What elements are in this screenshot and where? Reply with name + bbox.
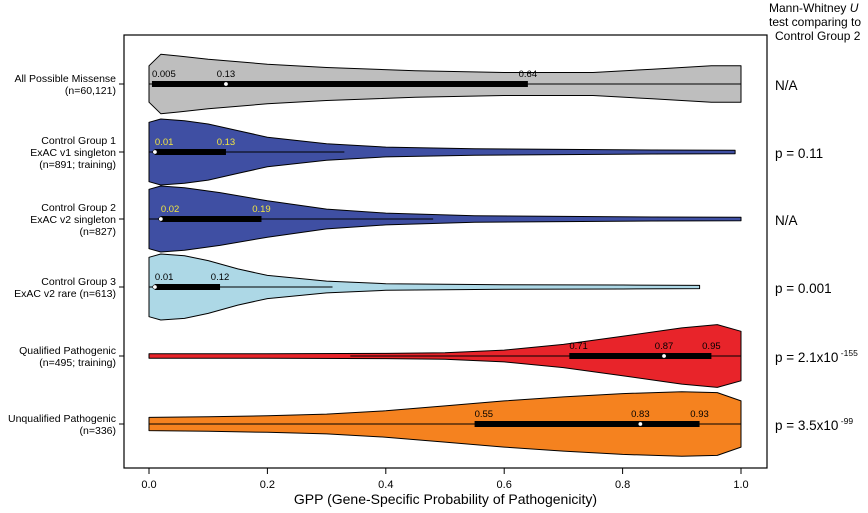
group-label: ExAC v2 rare (n=613): [14, 288, 116, 300]
group-label: (n=60,121): [65, 85, 116, 97]
median-dot: [152, 149, 158, 155]
test-note-line2: test comparing to: [769, 15, 861, 29]
median-dot: [223, 81, 229, 87]
iqr-bar: [154, 284, 221, 290]
q3-label: 0.19: [252, 204, 271, 215]
x-tick-label: 0.4: [378, 479, 393, 491]
median-dot: [158, 216, 164, 222]
iqr-bar: [151, 81, 528, 87]
group-label: (n=891; training): [39, 159, 116, 171]
p-value: p = 0.11: [775, 146, 823, 161]
x-tick-label: 0.8: [615, 479, 630, 491]
median-label: 0.87: [655, 341, 674, 352]
median-dot: [152, 284, 158, 290]
iqr-bar: [160, 216, 262, 222]
group-label: (n=336): [80, 425, 116, 437]
q1-label: 0.005: [152, 69, 176, 80]
iqr-bar: [569, 353, 712, 359]
group-label: ExAC v2 singleton: [30, 214, 116, 226]
q3-label: 0.12: [211, 272, 230, 283]
group-label: Control Group 3: [41, 276, 116, 288]
x-tick-label: 0.6: [497, 479, 512, 491]
q3-label: 0.13: [217, 137, 236, 148]
median-label: 0.83: [631, 409, 650, 420]
q3-label: 0.93: [690, 409, 709, 420]
p-value: N/A: [775, 78, 798, 93]
x-tick-label: 0.2: [260, 479, 275, 491]
p-value: N/A: [775, 213, 798, 228]
plot-frame: [123, 34, 768, 469]
violin-shape: [148, 253, 701, 321]
violin-group: 0.005 0.13 0.64 All Possible Missense(n=60,…: [14, 53, 798, 115]
median-dot: [661, 353, 667, 359]
violin-shape: [148, 118, 736, 186]
x-tick-label: 0.0: [141, 479, 156, 491]
group-label: (n=827): [80, 226, 116, 238]
test-note-line1: Mann-Whitney U: [769, 1, 859, 15]
violin-group: 0.55 0.83 0.93 Unqualified Pathogenic(n=336…: [8, 391, 853, 457]
test-note-line3: Control Group 2: [775, 29, 861, 43]
p-value: p = 0.001: [775, 281, 832, 296]
p-value: p = 2.1x10 -155: [775, 348, 858, 365]
median-label: 0.02: [161, 204, 180, 215]
median-dot: [637, 421, 643, 427]
violin-shape: [148, 185, 742, 253]
group-label: Unqualified Pathogenic: [8, 413, 116, 425]
group-label: Control Group 2: [41, 202, 116, 214]
iqr-bar: [474, 421, 700, 427]
q3-label: 0.95: [702, 341, 721, 352]
p-value: p = 3.5x10 -99: [775, 416, 853, 433]
group-label: ExAC v1 singleton: [30, 147, 116, 159]
q1-label: 0.55: [475, 409, 494, 420]
median-label: 0.01: [155, 272, 174, 283]
x-tick-label: 1.0: [733, 479, 748, 491]
violin-group: 0.71 0.87 0.95 Qualified Pathogenic(n=495; …: [19, 324, 858, 388]
median-label: 0.01: [155, 137, 174, 148]
x-axis-title: GPP (Gene-Specific Probability of Pathog…: [294, 491, 597, 507]
median-label: 0.13: [217, 69, 236, 80]
q3-label: 0.64: [519, 69, 538, 80]
q1-label: 0.71: [569, 341, 588, 352]
iqr-bar: [154, 149, 226, 155]
group-label: All Possible Missense: [14, 73, 116, 85]
group-label: Qualified Pathogenic: [19, 345, 116, 357]
group-label: Control Group 1: [41, 135, 116, 147]
group-label: (n=495; training): [39, 357, 116, 369]
